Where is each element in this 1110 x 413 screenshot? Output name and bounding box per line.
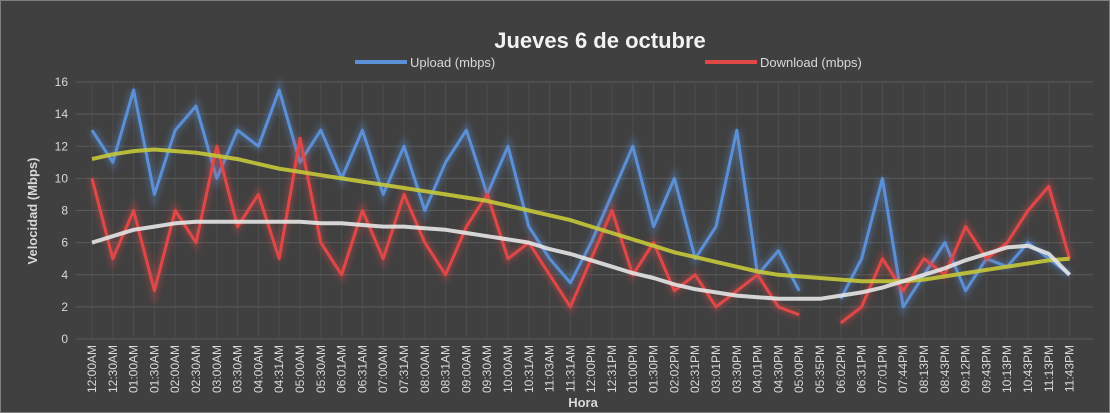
x-tick-label: 03:01PM	[709, 345, 723, 393]
x-tick-label: 09:12PM	[959, 345, 973, 393]
y-tick-label: 2	[61, 300, 68, 314]
x-tick-label: 05:00PM	[792, 345, 806, 393]
legend-label: Upload (mbps)	[410, 55, 495, 70]
x-tick-label: 08:00AM	[418, 345, 432, 393]
x-tick-label: 07:01PM	[875, 345, 889, 393]
x-tick-label: 03:30PM	[730, 345, 744, 393]
trend-line	[91, 219, 1072, 301]
x-tick-label: 10:13PM	[1000, 345, 1014, 393]
y-tick-label: 16	[55, 75, 69, 89]
x-tick-label: 06:31AM	[355, 345, 369, 393]
x-tick-label: 10:31AM	[522, 345, 536, 393]
x-tick-label: 01:30AM	[147, 345, 161, 393]
x-tick-label: 11:03AM	[543, 345, 557, 392]
x-tick-label: 10:43PM	[1021, 345, 1035, 393]
y-axis-title: Velocidad (Mbps)	[25, 158, 40, 265]
x-tick-label: 05:35PM	[813, 345, 827, 393]
x-tick-label: 02:02PM	[667, 345, 681, 393]
x-tick-label: 09:43PM	[979, 345, 993, 393]
x-tick-label: 07:44PM	[896, 345, 910, 393]
x-tick-label: 09:00AM	[459, 345, 473, 393]
x-tick-label: 08:43PM	[938, 345, 952, 393]
y-tick-label: 4	[61, 268, 68, 282]
x-tick-label: 08:13PM	[917, 345, 931, 393]
x-tick-label: 01:00AM	[127, 345, 141, 393]
x-tick-label: 12:00AM	[85, 345, 99, 393]
x-tick-label: 03:30AM	[231, 345, 245, 393]
y-tick-label: 14	[55, 107, 69, 121]
x-tick-label: 05:30AM	[314, 345, 328, 393]
x-tick-label: 11:31AM	[563, 345, 577, 392]
x-tick-label: 04:01PM	[751, 345, 765, 393]
y-tick-label: 8	[61, 204, 68, 218]
x-tick-label: 09:30AM	[480, 345, 494, 393]
x-tick-label: 05:00AM	[293, 345, 307, 393]
x-tick-label: 02:30AM	[189, 345, 203, 393]
plot	[88, 77, 1074, 327]
x-tick-label: 08:31AM	[439, 345, 453, 393]
y-tick-label: 6	[61, 236, 68, 250]
x-tick-label: 03:00AM	[210, 345, 224, 393]
y-tick-label: 10	[55, 171, 69, 185]
x-tick-label: 01:30PM	[647, 345, 661, 393]
legend-label: Download (mbps)	[760, 55, 862, 70]
x-tick-label: 04:31AM	[272, 345, 286, 393]
x-tick-label: 04:30PM	[771, 345, 785, 393]
x-tick-label: 02:00AM	[168, 345, 182, 393]
x-tick-label: 12:30AM	[106, 345, 120, 393]
x-tick-label: 07:00AM	[376, 345, 390, 393]
chart-title: Jueves 6 de octubre	[494, 28, 706, 53]
x-tick-label: 07:31AM	[397, 345, 411, 393]
x-tick-label: 10:00AM	[501, 345, 515, 393]
x-tick-label: 12:00PM	[584, 345, 598, 393]
x-axis-title: Hora	[568, 395, 598, 410]
x-tick-label: 11:43PM	[1063, 345, 1077, 392]
x-tick-label: 06:31PM	[855, 345, 869, 393]
y-tick-label: 12	[55, 139, 69, 153]
x-tick-label: 04:00AM	[251, 345, 265, 393]
x-tick-label: 11:13PM	[1042, 345, 1056, 392]
x-tick-label: 01:00PM	[626, 345, 640, 393]
y-tick-label: 0	[61, 332, 68, 346]
x-tick-label: 12:31PM	[605, 345, 619, 393]
x-tick-label: 02:31PM	[688, 345, 702, 393]
x-tick-label: 06:01AM	[335, 345, 349, 393]
axis-labels: 0 2 4 6 8 10 12 14 16 12:00AM 12:30AM 01:00AM 01:30A…	[55, 55, 1077, 393]
x-tick-label: 06:02PM	[834, 345, 848, 393]
